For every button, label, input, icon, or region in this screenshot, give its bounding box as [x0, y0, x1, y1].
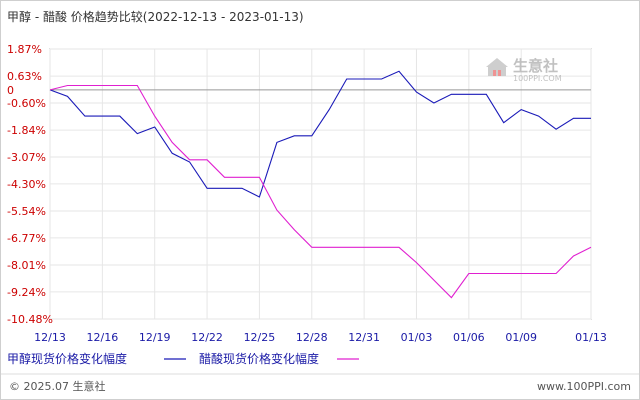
x-tick-label: 12/13: [34, 331, 66, 344]
plot-area: [49, 48, 592, 320]
legend: 甲醇现货价格变化幅度 醋酸现货价格变化幅度: [7, 351, 359, 366]
x-tick-label: 12/22: [191, 331, 223, 344]
y-tick-label: -6.77%: [7, 232, 46, 245]
x-tick-label: 01/09: [505, 331, 537, 344]
x-tick-label: 12/31: [348, 331, 380, 344]
y-tick-label: 0: [7, 84, 14, 97]
y-tick-label: -9.24%: [7, 286, 46, 299]
y-tick-label: -1.84%: [7, 124, 46, 137]
x-tick-label: 12/19: [139, 331, 171, 344]
footer-copyright: © 2025.07 生意社: [9, 379, 105, 393]
legend-label-acetic: 醋酸现货价格变化幅度: [199, 351, 319, 366]
y-tick-label: -4.30%: [7, 178, 46, 191]
y-tick-label: -5.54%: [7, 205, 46, 218]
series-line-methanol: [49, 70, 591, 198]
x-tick-label: 01/06: [453, 331, 485, 344]
y-grid: [50, 48, 591, 320]
x-tick-label: 01/13: [575, 331, 607, 344]
y-tick-label: -8.01%: [7, 259, 46, 272]
watermark-logo: 生意社 100PPI.COM: [486, 57, 562, 83]
footer-url: www.100PPI.com: [537, 380, 631, 393]
y-axis-ticks: 1.87% 0.63%0-0.60% -1.84% -3.07% -4.30% -5.54…: [7, 43, 53, 326]
x-tick-label: 12/28: [296, 331, 328, 344]
chart-title: 甲醇 - 醋酸 价格趋势比较(2022-12-13 - 2023-01-13): [7, 9, 304, 24]
x-tick-label: 01/03: [401, 331, 433, 344]
x-axis-ticks: 12/13 12/16 12/19 12/22 12/25 12/28 12/31 01/03…: [34, 331, 607, 344]
y-tick-label: 0.63%: [7, 70, 42, 83]
house-icon: [486, 58, 508, 76]
series-layer: [49, 70, 592, 299]
watermark-brand: 生意社: [513, 57, 558, 75]
x-tick-label: 12/25: [244, 331, 276, 344]
y-tick-label: -3.07%: [7, 151, 46, 164]
y-tick-label: -10.48%: [7, 313, 53, 326]
x-tick-label: 12/16: [87, 331, 119, 344]
y-tick-label: -0.60%: [7, 97, 46, 110]
y-tick-label: 1.87%: [7, 43, 42, 56]
legend-label-methanol: 甲醇现货价格变化幅度: [7, 351, 127, 366]
x-grid: [49, 49, 592, 319]
watermark-sub: 100PPI.COM: [513, 74, 562, 83]
series-line-acetic: [49, 84, 592, 299]
